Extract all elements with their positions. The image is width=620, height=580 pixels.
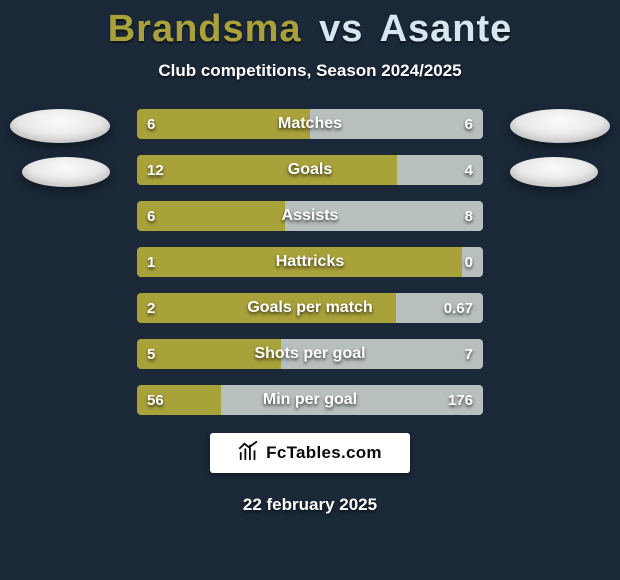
stat-bar-left xyxy=(137,201,285,231)
title-player1: Brandsma xyxy=(108,8,302,50)
stat-bars: 66Matches 124Goals 68Assists 10Hattricks 20.… xyxy=(137,109,483,415)
stat-bar-right xyxy=(396,293,483,323)
stat-row: 56176Min per goal xyxy=(137,385,483,415)
stat-bar-left xyxy=(137,155,397,185)
stat-row: 68Assists xyxy=(137,201,483,231)
avatar-placeholder-left-2 xyxy=(22,157,110,187)
brand-chart-icon xyxy=(238,440,260,467)
stat-bar-left xyxy=(137,339,281,369)
stat-bar-right xyxy=(310,109,483,139)
stat-bar-left xyxy=(137,385,221,415)
avatar-placeholder-left-1 xyxy=(10,109,110,143)
subtitle: Club competitions, Season 2024/2025 xyxy=(0,61,620,81)
stat-row: 57Shots per goal xyxy=(137,339,483,369)
stat-bar-right xyxy=(285,201,483,231)
date-text: 22 february 2025 xyxy=(0,495,620,515)
stat-bar-left xyxy=(137,109,310,139)
brand-badge: FcTables.com xyxy=(210,433,410,473)
stat-row: 124Goals xyxy=(137,155,483,185)
stat-bar-right xyxy=(462,247,483,277)
comparison-area: 66Matches 124Goals 68Assists 10Hattricks 20.… xyxy=(0,109,620,415)
stat-bar-left xyxy=(137,293,396,323)
stat-row: 20.67Goals per match xyxy=(137,293,483,323)
avatar-placeholder-right-1 xyxy=(510,109,610,143)
stat-bar-right xyxy=(221,385,483,415)
stat-bar-right xyxy=(281,339,483,369)
stat-bar-left xyxy=(137,247,462,277)
title-player2: Asante xyxy=(380,8,513,50)
stat-row: 10Hattricks xyxy=(137,247,483,277)
stat-row: 66Matches xyxy=(137,109,483,139)
avatar-placeholder-right-2 xyxy=(510,157,598,187)
brand-text: FcTables.com xyxy=(266,443,382,463)
stat-bar-right xyxy=(397,155,484,185)
title-vs: vs xyxy=(319,8,363,50)
page-title: Brandsma vs Asante xyxy=(0,0,620,51)
